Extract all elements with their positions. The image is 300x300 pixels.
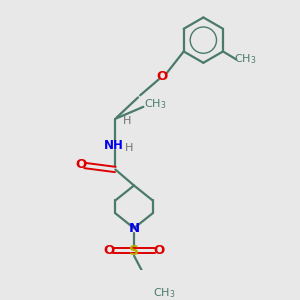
Text: CH$_3$: CH$_3$ <box>144 97 167 111</box>
Text: N: N <box>128 222 140 235</box>
Text: O: O <box>154 244 165 257</box>
Text: CH$_3$: CH$_3$ <box>234 52 257 66</box>
Text: O: O <box>75 158 86 171</box>
Text: O: O <box>103 244 114 257</box>
Text: NH: NH <box>104 139 124 152</box>
Text: H: H <box>123 116 131 127</box>
Text: O: O <box>156 70 168 83</box>
Text: H: H <box>125 142 134 153</box>
Text: CH$_3$: CH$_3$ <box>153 286 176 300</box>
Text: S: S <box>129 244 139 258</box>
